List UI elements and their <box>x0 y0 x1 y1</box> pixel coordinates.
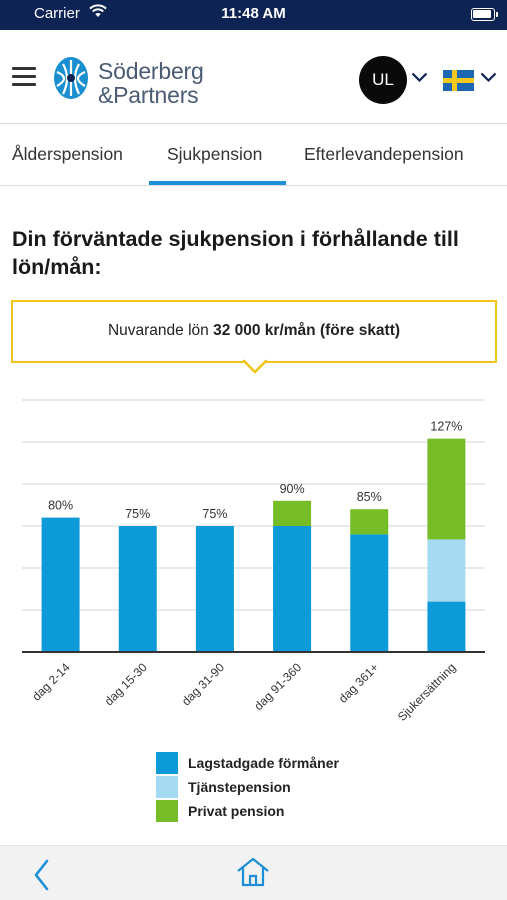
pension-tabs: Ålderspension Sjukpension Efterlevandepe… <box>0 124 507 186</box>
legend-label: Tjänstepension <box>188 779 291 795</box>
carrier-label: Carrier <box>34 5 80 22</box>
bar-total-label: 90% <box>280 482 305 496</box>
bar-segment <box>41 517 80 652</box>
legend-swatch <box>156 776 178 798</box>
battery-icon <box>471 8 495 21</box>
bar-total-label: 127% <box>430 420 462 434</box>
sick-pension-chart: 80% dag 2-14 75% dag 15-30 75% dag 31-90 90% da… <box>22 399 485 724</box>
hamburger-menu-icon[interactable] <box>12 67 36 87</box>
salary-value: 32 000 kr/mån (före skatt) <box>213 322 401 339</box>
bar-total-label: 75% <box>202 507 227 521</box>
legend-swatch <box>156 752 178 774</box>
battery-tip <box>496 12 498 17</box>
brand-line-2: &Partners <box>98 82 199 108</box>
app-header: Söderberg &Partners UL <box>0 30 507 124</box>
bar-total-label: 85% <box>357 490 382 504</box>
status-bar: Carrier 11:48 AM <box>0 0 507 30</box>
legend-label: Privat pension <box>188 803 285 819</box>
bar-segment <box>273 500 312 526</box>
bar-segment <box>195 526 234 652</box>
page-title: Din förväntade sjukpension i förhållande… <box>12 227 459 279</box>
bar-segment <box>118 526 157 652</box>
salary-box-pointer <box>243 358 267 374</box>
legend-label: Lagstadgade förmåner <box>188 755 339 771</box>
bar-segment <box>427 601 466 652</box>
x-tick-label: dag 2-14 <box>29 660 73 704</box>
x-tick-label: dag 361+ <box>336 660 382 706</box>
wifi-icon <box>89 4 107 17</box>
status-time: 11:48 AM <box>221 5 286 22</box>
home-icon[interactable] <box>235 856 271 888</box>
sweden-flag-icon[interactable] <box>443 70 474 91</box>
back-chevron-icon[interactable] <box>32 858 52 892</box>
bar-total-label: 75% <box>125 507 150 521</box>
x-tick-label: dag 31-90 <box>179 660 227 708</box>
active-tab-indicator <box>149 181 286 185</box>
x-tick-label: Sjukersättning <box>395 660 459 724</box>
bottom-navigation <box>0 845 507 900</box>
legend-swatch <box>156 800 178 822</box>
current-salary-box: Nuvarande lön 32 000 kr/mån (före skatt) <box>11 300 497 363</box>
salary-prefix: Nuvarande lön <box>107 322 209 339</box>
x-tick-label: dag 91-360 <box>251 660 304 713</box>
bar-segment <box>427 438 466 540</box>
user-avatar[interactable]: UL <box>359 56 407 104</box>
soderberg-logo-icon <box>54 57 88 99</box>
bar-segment <box>350 534 389 652</box>
brand-line-1: Söderberg <box>98 58 204 84</box>
chevron-down-icon[interactable] <box>411 72 428 83</box>
bar-segment <box>427 539 466 602</box>
chevron-down-icon[interactable] <box>480 72 497 83</box>
tab-alderspension[interactable]: Ålderspension <box>12 144 123 164</box>
x-tick-label: dag 15-30 <box>102 660 150 708</box>
bar-segment <box>273 526 312 652</box>
bar-segment <box>350 509 389 535</box>
tab-efterlevandepension[interactable]: Efterlevandepension <box>304 144 464 164</box>
tab-sjukpension[interactable]: Sjukpension <box>167 144 263 164</box>
brand-wordmark: Söderberg &Partners <box>98 59 204 107</box>
bar-total-label: 80% <box>48 499 73 513</box>
